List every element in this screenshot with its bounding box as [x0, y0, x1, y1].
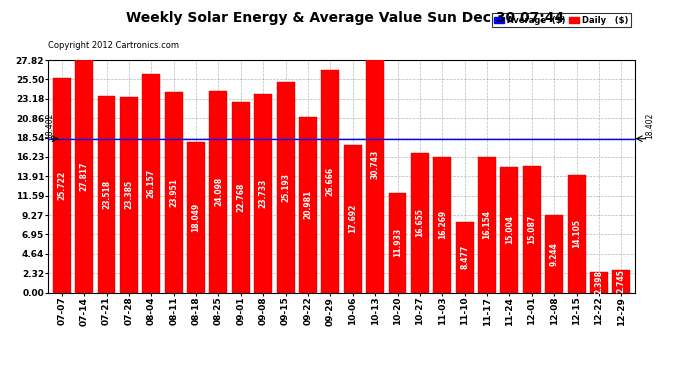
Bar [455, 222, 473, 292]
Text: 25.722: 25.722 [57, 171, 66, 200]
Text: Copyright 2012 Cartronics.com: Copyright 2012 Cartronics.com [48, 41, 179, 50]
Text: 30.743: 30.743 [371, 149, 380, 178]
Bar [523, 166, 541, 292]
Text: 25.193: 25.193 [281, 173, 290, 202]
Bar [322, 70, 339, 292]
Text: 23.951: 23.951 [169, 178, 178, 207]
Bar [254, 94, 272, 292]
Text: 20.981: 20.981 [304, 190, 313, 219]
Text: 16.269: 16.269 [437, 210, 447, 239]
Text: 27.817: 27.817 [79, 162, 88, 191]
Text: 17.692: 17.692 [348, 204, 357, 233]
Bar [75, 60, 93, 292]
Bar [500, 167, 518, 292]
Bar [366, 36, 384, 292]
Bar [613, 270, 631, 292]
Text: 11.933: 11.933 [393, 228, 402, 257]
Text: 9.244: 9.244 [550, 242, 559, 266]
Text: 8.477: 8.477 [460, 245, 469, 269]
Bar [478, 158, 496, 292]
Text: 22.768: 22.768 [236, 183, 246, 212]
Bar [142, 74, 160, 292]
Text: 16.655: 16.655 [415, 209, 424, 237]
Bar [388, 193, 406, 292]
Text: 18.049: 18.049 [192, 202, 201, 232]
Bar [165, 92, 183, 292]
Text: 16.154: 16.154 [482, 210, 491, 240]
Legend: Average  ($), Daily   ($): Average ($), Daily ($) [491, 13, 631, 27]
Text: 24.098: 24.098 [214, 177, 223, 206]
Text: 26.157: 26.157 [147, 169, 156, 198]
Bar [433, 156, 451, 292]
Bar [232, 102, 250, 292]
Bar [210, 91, 228, 292]
Text: 26.666: 26.666 [326, 166, 335, 196]
Bar [187, 142, 205, 292]
Bar [411, 153, 429, 292]
Bar [299, 117, 317, 292]
Bar [52, 78, 70, 292]
Bar [545, 215, 563, 292]
Bar [568, 175, 586, 292]
Bar [590, 273, 608, 292]
Text: 23.518: 23.518 [102, 180, 111, 209]
Text: 23.733: 23.733 [259, 179, 268, 208]
Text: 14.105: 14.105 [572, 219, 581, 248]
Text: 2.745: 2.745 [617, 269, 626, 293]
Bar [277, 82, 295, 292]
Bar [120, 97, 138, 292]
Bar [344, 145, 362, 292]
Text: 18.402: 18.402 [45, 112, 54, 139]
Text: 15.087: 15.087 [527, 215, 536, 244]
Text: 15.004: 15.004 [505, 215, 514, 244]
Bar [97, 96, 115, 292]
Text: 18.402: 18.402 [645, 112, 654, 139]
Text: 23.385: 23.385 [124, 180, 133, 209]
Text: 2.398: 2.398 [595, 270, 604, 294]
Text: Weekly Solar Energy & Average Value Sun Dec 30 07:44: Weekly Solar Energy & Average Value Sun … [126, 11, 564, 25]
